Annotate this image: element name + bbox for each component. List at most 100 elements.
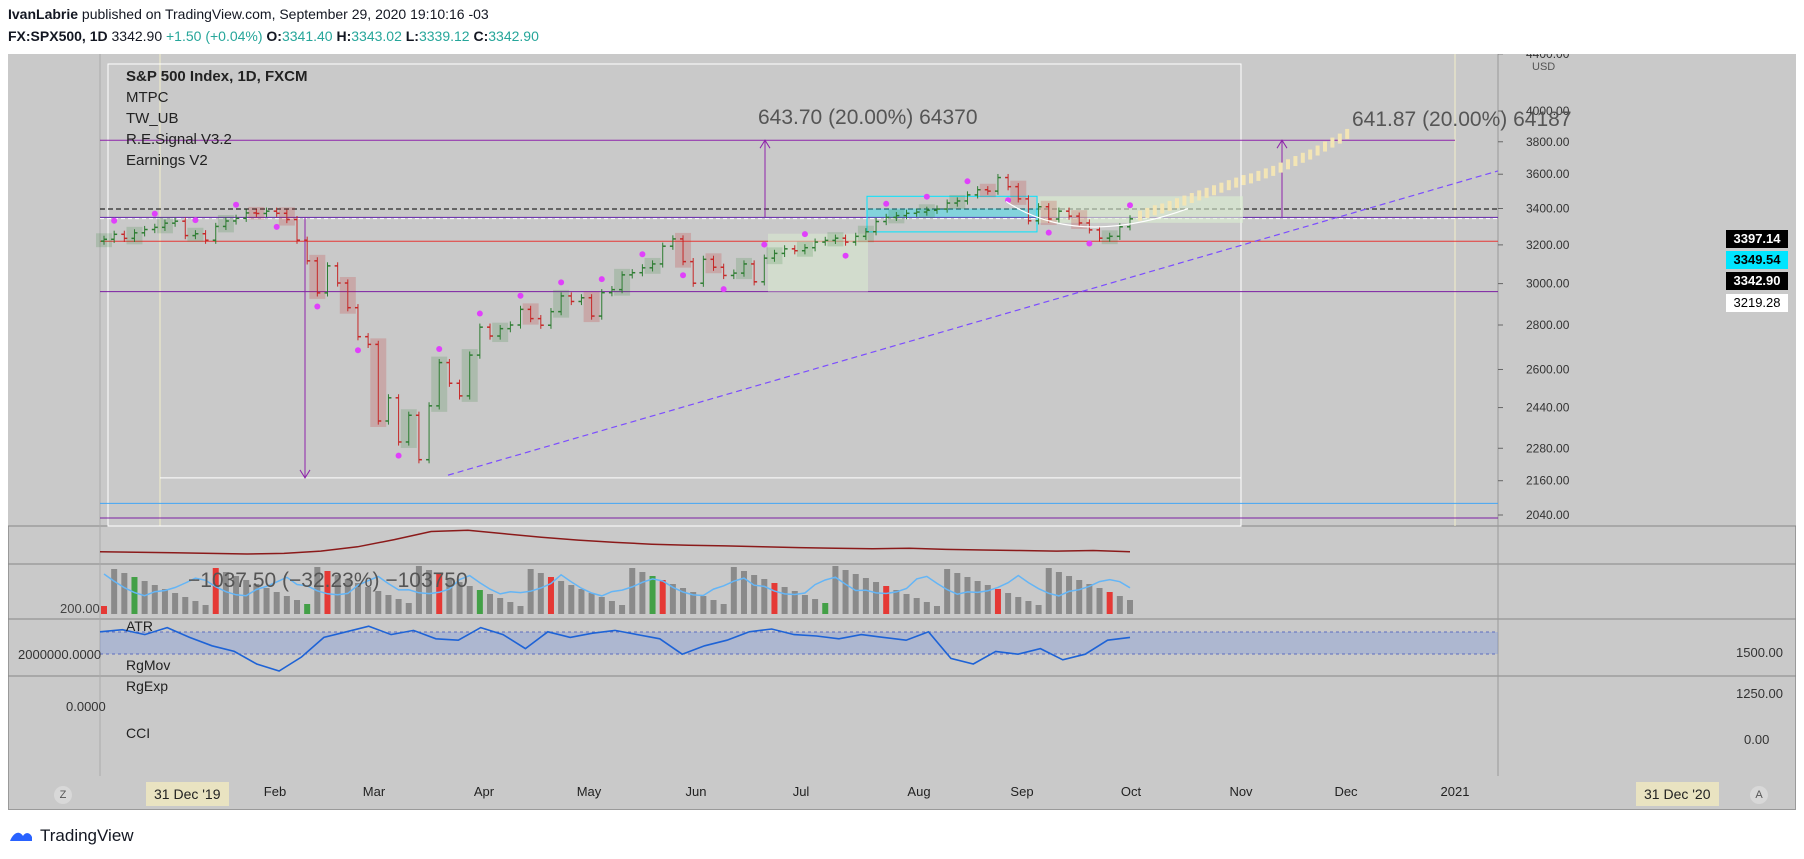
projection-mark xyxy=(1145,207,1150,218)
volume-bar xyxy=(923,602,930,614)
signal-dot xyxy=(111,217,118,224)
volume-bar xyxy=(304,604,311,614)
x-tick-label: Apr xyxy=(474,784,495,799)
projection-mark xyxy=(1219,182,1224,193)
volume-bar xyxy=(700,596,707,614)
projection-mark xyxy=(1197,190,1202,201)
volume-bar xyxy=(1005,593,1012,614)
volume-bar xyxy=(365,587,372,614)
candle-box xyxy=(522,303,539,325)
y-tick-label: 3800.00 xyxy=(1526,135,1570,149)
x-tick-label: Oct xyxy=(1121,784,1142,799)
volume-bar xyxy=(324,571,331,614)
y-tick-label: 2800.00 xyxy=(1526,318,1570,332)
legend-item-earnings[interactable]: Earnings V2 xyxy=(126,152,208,169)
signal-dot xyxy=(923,193,930,200)
volume-bar xyxy=(842,570,849,614)
volume-bar xyxy=(680,588,687,614)
projection-mark xyxy=(1293,156,1298,167)
legend-item-tw-ub[interactable]: TW_UB xyxy=(126,110,179,127)
volume-bar xyxy=(344,579,351,614)
legend-title[interactable]: S&P 500 Index, 1D, FXCM xyxy=(126,68,308,85)
volume-bar xyxy=(1055,572,1062,614)
candle-box xyxy=(309,254,326,299)
rgexp-label[interactable]: RgExp xyxy=(126,678,169,694)
volume-bar xyxy=(812,599,819,614)
volume-bar xyxy=(944,569,951,614)
author-name[interactable]: IvanLabrie xyxy=(8,6,79,22)
candle-box xyxy=(96,233,112,248)
volume-bar xyxy=(964,577,971,614)
footer-brand[interactable]: TradingView xyxy=(8,826,134,846)
y-tick-label: 2440.00 xyxy=(1526,401,1570,415)
zoom-reset-button[interactable]: Z xyxy=(54,786,72,804)
volume-bar xyxy=(720,604,727,614)
signal-dot xyxy=(964,178,971,185)
volume-bar xyxy=(893,590,900,614)
legend-item-mtpc[interactable]: MTPC xyxy=(126,89,169,106)
volume-bar xyxy=(547,577,554,614)
volume-bar xyxy=(761,579,768,614)
cci-axis-zero: 0.00 xyxy=(1744,732,1770,747)
vol-right-top: 1500.00 xyxy=(1736,645,1783,660)
volume-bar xyxy=(598,597,605,614)
atr-label[interactable]: ATR xyxy=(126,618,153,634)
y-tick-label: 3600.00 xyxy=(1526,167,1570,181)
price-tag-2: 3349.54 xyxy=(1726,251,1788,269)
open-label: O: xyxy=(266,28,282,44)
volume-bar xyxy=(1106,592,1113,614)
candle-box xyxy=(1040,200,1057,226)
volume-bar xyxy=(354,583,361,614)
candle-box xyxy=(156,217,173,234)
open-value: 3341.40 xyxy=(281,28,333,44)
chart-svg[interactable]: 4400.00 4000.00 3800.00 3600.00 3400.00 3200.… xyxy=(8,54,1796,810)
x-tick-label: Feb xyxy=(264,784,286,799)
y-tick-label: 2160.00 xyxy=(1526,474,1570,488)
projection-mark xyxy=(1286,159,1290,170)
signal-dot xyxy=(476,310,483,317)
projection-mark xyxy=(1256,170,1261,181)
brand-name: TradingView xyxy=(40,826,134,845)
y-tick-label: 2600.00 xyxy=(1526,362,1570,376)
volume-bar xyxy=(659,580,666,614)
volume-bar xyxy=(730,567,737,614)
candle-box xyxy=(1071,210,1088,229)
x-tick-label: Mar xyxy=(363,784,386,799)
volume-bar xyxy=(222,572,229,614)
low-value: 3339.12 xyxy=(418,28,470,44)
x-tick-label: Dec xyxy=(1334,784,1358,799)
green-box xyxy=(768,233,868,292)
signal-dot xyxy=(842,252,849,259)
candle-box xyxy=(187,227,204,242)
y-tick-label: 4000.00 xyxy=(1526,104,1570,118)
volume-bar xyxy=(984,585,991,614)
rgmov-label[interactable]: RgMov xyxy=(126,657,171,673)
auto-scale-button[interactable]: A xyxy=(1750,786,1768,804)
signal-dot xyxy=(233,201,240,208)
projection-mark xyxy=(1212,185,1216,196)
volume-bar xyxy=(111,569,118,614)
projection-mark xyxy=(1182,195,1187,206)
x-tick-label: 2021 xyxy=(1441,784,1470,799)
volume-bar xyxy=(375,591,382,614)
x-tick-label: Aug xyxy=(907,784,930,799)
volume-bar xyxy=(101,606,107,614)
ohlc-header: FX:SPX500, 1D 3342.90 +1.50 (+0.04%) O:3… xyxy=(8,28,539,44)
cci-label[interactable]: CCI xyxy=(126,725,151,741)
volume-bar xyxy=(294,600,301,614)
legend-item-resignal[interactable]: R.E.Signal V3.2 xyxy=(126,131,232,148)
signal-dot xyxy=(1045,229,1052,236)
vol-left-bottom: 0.0000 xyxy=(66,699,106,714)
candle-box xyxy=(583,291,600,323)
volume-bar xyxy=(578,589,585,614)
range-end-date: 31 Dec '20 xyxy=(1636,782,1719,806)
low-label: L: xyxy=(405,28,419,44)
volume-bar xyxy=(781,587,788,614)
volume-bar xyxy=(131,577,138,614)
y-tick-label: 2040.00 xyxy=(1526,508,1570,522)
signal-dot xyxy=(436,345,443,352)
volume-bar xyxy=(649,576,656,614)
volume-bar xyxy=(182,597,189,614)
volume-bar xyxy=(202,605,209,614)
x-tick-label: Nov xyxy=(1229,784,1253,799)
